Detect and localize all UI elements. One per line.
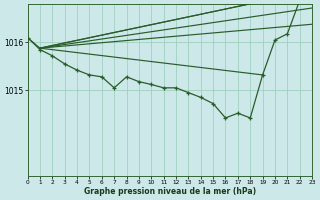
X-axis label: Graphe pression niveau de la mer (hPa): Graphe pression niveau de la mer (hPa) [84, 187, 256, 196]
